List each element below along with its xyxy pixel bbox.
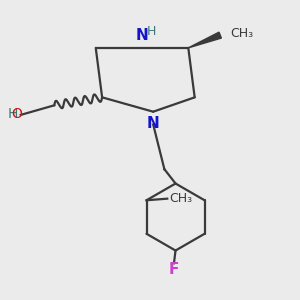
Text: N: N [136, 28, 148, 43]
Text: H: H [147, 25, 156, 38]
Text: O: O [11, 107, 22, 121]
Polygon shape [188, 32, 221, 48]
Text: H: H [8, 107, 18, 121]
Text: CH₃: CH₃ [230, 27, 253, 40]
Text: CH₃: CH₃ [169, 192, 192, 205]
Text: N: N [147, 116, 160, 131]
Text: F: F [169, 262, 179, 277]
